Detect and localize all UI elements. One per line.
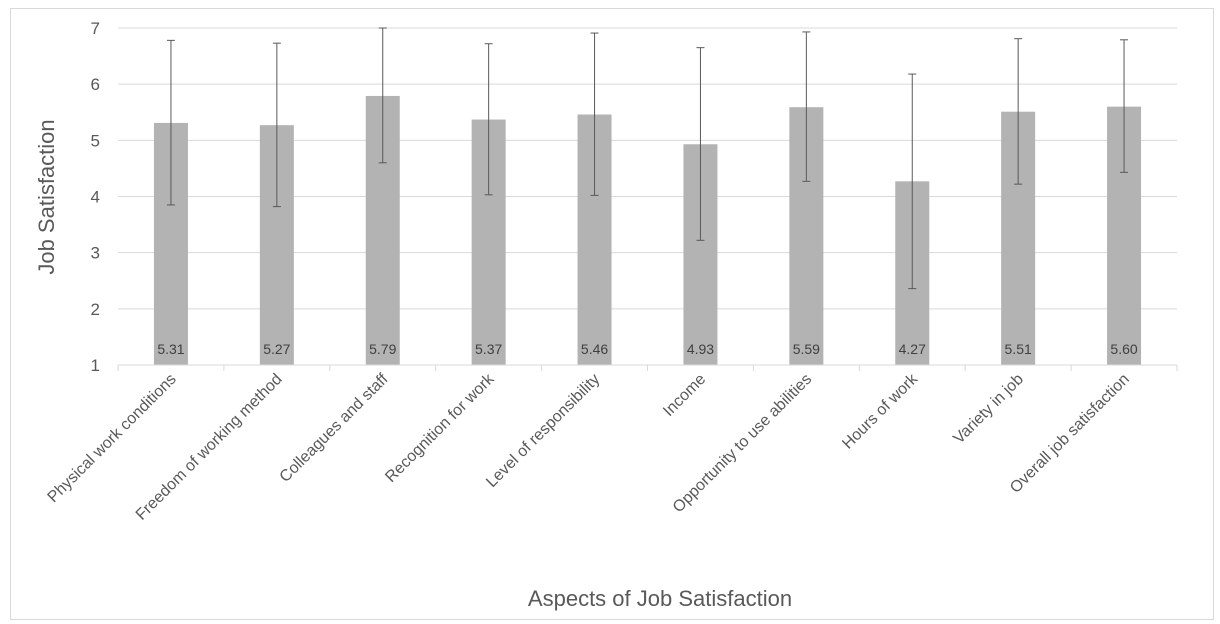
y-tick-labels: 1 2 3 4 5 6 7 [91,19,100,375]
data-label: 5.37 [475,341,502,357]
y-tick-label: 7 [91,19,100,38]
data-label: 5.59 [793,341,820,357]
error-bars [166,27,1129,290]
y-tick-label: 5 [91,131,100,150]
y-tick-label: 6 [91,75,100,94]
gridlines [118,27,1177,310]
category-label: Level of responsibility [483,371,603,491]
category-label: Hours of work [839,370,922,453]
y-axis-title: Job Satisfaction [34,119,59,274]
bars [153,95,1142,366]
data-label: 5.79 [369,341,396,357]
category-label: Colleagues and staff [277,370,392,485]
x-axis-title: Aspects of Job Satisfaction [528,586,792,611]
y-tick-label: 4 [91,188,100,207]
data-label: 4.27 [899,341,926,357]
data-label: 5.31 [157,341,184,357]
y-tick-label: 2 [91,300,100,319]
category-label: Variety in job [950,371,1027,448]
data-label: 5.60 [1110,341,1137,357]
x-axis [117,364,1178,371]
category-label: Recognition for work [382,370,498,486]
y-tick-label: 1 [91,356,100,375]
data-labels: 5.31 5.27 5.79 5.37 5.46 4.93 5.59 4.27 5.51 5.60 [157,341,1138,357]
data-label: 5.46 [581,341,608,357]
data-label: 5.51 [1005,341,1032,357]
data-label: 4.93 [687,341,714,357]
y-tick-label: 3 [91,244,100,263]
data-label: 5.27 [263,341,290,357]
category-label: Overall job satisfaction [1007,371,1133,497]
category-label: Income [660,371,709,420]
